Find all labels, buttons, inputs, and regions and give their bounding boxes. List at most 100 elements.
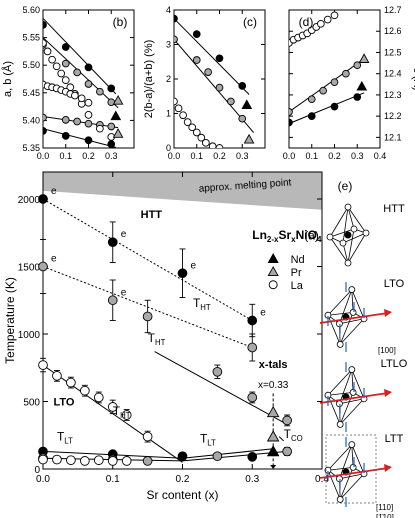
legend-title-part: Sr bbox=[278, 228, 291, 242]
y-tick-label: 0 bbox=[166, 143, 171, 153]
xtal-Pr bbox=[266, 430, 280, 442]
panel-e-structures: (e) HTT LTO LTLO LTT [100] [110][1̄10] bbox=[319, 179, 408, 518]
oxygen-atom bbox=[348, 366, 356, 374]
point-Pr bbox=[107, 122, 116, 131]
point-La-T_HTT bbox=[66, 377, 76, 388]
extrapolated-mark: e bbox=[121, 287, 127, 298]
point-Pr-T_HTT bbox=[142, 311, 153, 322]
x-tick-label: 0.0 bbox=[36, 474, 50, 485]
octahedron-edge bbox=[327, 289, 353, 316]
point-Pr bbox=[319, 86, 327, 95]
oxygen-atom bbox=[326, 233, 334, 241]
extrapolated-mark: e bbox=[51, 254, 57, 265]
rotation-axis-head bbox=[384, 309, 392, 317]
point-La bbox=[84, 98, 93, 107]
extrapolated-mark: e bbox=[191, 260, 197, 271]
x-tick-label: 0.4 bbox=[315, 474, 329, 485]
x-tick-label: 0.2 bbox=[213, 151, 226, 161]
point-Pr bbox=[227, 97, 235, 106]
point-Nd-T_HTT bbox=[107, 237, 118, 248]
octahedron-edge bbox=[327, 395, 341, 425]
y-tick-label: 5.40 bbox=[22, 115, 40, 125]
point-Nd-T_LT bbox=[247, 452, 258, 462]
point-Nd bbox=[289, 118, 293, 127]
oxygen-atom bbox=[344, 259, 352, 267]
oxygen-atom bbox=[349, 463, 357, 471]
point-Nd bbox=[215, 54, 224, 63]
xtal-Pr bbox=[112, 128, 124, 138]
extrapolated-mark: e bbox=[51, 186, 57, 197]
xtal-Pr bbox=[112, 95, 124, 105]
y-tick-label: 12.3 bbox=[384, 90, 402, 100]
point-La-T_LT bbox=[121, 456, 132, 466]
y-tick-label: 1 bbox=[166, 109, 171, 119]
transition-label-base: T bbox=[113, 404, 121, 418]
point-Nd bbox=[43, 127, 47, 135]
point-La bbox=[48, 55, 56, 64]
xtal-Nd bbox=[356, 80, 368, 91]
transition-label-sub: HT bbox=[200, 303, 211, 312]
panel-a-phase-diagram: approx. melting point05001000150020000.0… bbox=[3, 171, 329, 502]
axis-label: [100] bbox=[378, 346, 396, 355]
octahedron-edge bbox=[342, 242, 349, 264]
axis-label: [110] bbox=[376, 503, 393, 512]
octahedron-edge bbox=[339, 444, 353, 479]
panel-label: (d) bbox=[299, 15, 314, 29]
oxygen-atom bbox=[324, 391, 332, 399]
x-tick-label: 0.0 bbox=[168, 151, 181, 161]
octahedron-edge bbox=[351, 444, 354, 468]
y-tick-label: 5.45 bbox=[22, 88, 40, 98]
point-Nd-T_LT bbox=[177, 451, 188, 462]
point-La bbox=[57, 69, 66, 78]
octahedron-edge bbox=[329, 228, 355, 238]
y-tick-label: 500 bbox=[23, 398, 40, 409]
phase-boundary bbox=[42, 198, 253, 321]
point-Nd bbox=[174, 14, 178, 23]
transition-label-base: T bbox=[148, 331, 156, 345]
legend-label-Pr: Pr bbox=[291, 267, 302, 279]
transition-label: THT bbox=[113, 404, 131, 420]
octahedron-edge bbox=[339, 398, 365, 405]
phase-label: HTT bbox=[141, 209, 163, 221]
point-Nd bbox=[43, 21, 47, 29]
point-Pr-T_HTT bbox=[212, 366, 223, 377]
point-La-T_HTT bbox=[142, 431, 153, 442]
point-La bbox=[179, 111, 187, 120]
transition-label-sub: LT bbox=[207, 439, 216, 448]
octahedron-edge bbox=[347, 206, 367, 234]
point-La-T_LT bbox=[79, 456, 90, 466]
oxygen-atom bbox=[348, 286, 356, 294]
point-La bbox=[96, 124, 104, 133]
point-Pr-T_HTT bbox=[282, 415, 292, 426]
octahedron-edge bbox=[351, 289, 354, 313]
phase-label: LTO bbox=[53, 397, 74, 409]
point-Nd bbox=[192, 30, 201, 39]
structure-htt bbox=[326, 203, 370, 267]
structure-name: LTT bbox=[385, 433, 404, 445]
y-tick-label: 1000 bbox=[18, 330, 41, 341]
extrapolated-mark: e bbox=[121, 229, 127, 240]
point-Nd bbox=[238, 82, 247, 90]
x-tick-label: 0.0 bbox=[283, 151, 296, 161]
transition-label: THT bbox=[148, 331, 166, 347]
panel-b-lattice-ab: 0.0 0.1 0.2 0.3 5.35 5.40 5.45 5.50 5.55 5.60 (b) a… bbox=[1, 5, 135, 161]
point-Nd-T_HTT bbox=[38, 194, 48, 204]
point-La bbox=[215, 144, 224, 148]
oxygen-atom bbox=[348, 441, 356, 449]
point-La bbox=[43, 47, 52, 56]
point-La bbox=[61, 76, 70, 84]
plot-area bbox=[43, 17, 124, 148]
rotation-axis-head bbox=[384, 464, 392, 472]
point-Pr bbox=[204, 68, 212, 76]
oxygen-atom bbox=[362, 229, 370, 237]
point-La bbox=[174, 104, 183, 113]
point-La bbox=[202, 138, 210, 147]
point-Nd bbox=[84, 63, 93, 72]
point-La bbox=[323, 15, 332, 24]
octahedron-edge bbox=[339, 473, 365, 480]
legend-title-part: 2-x bbox=[267, 235, 279, 244]
oxygen-atom bbox=[336, 420, 344, 428]
point-La-T_HTT bbox=[107, 402, 118, 412]
point-Pr-T_LT bbox=[142, 456, 153, 466]
